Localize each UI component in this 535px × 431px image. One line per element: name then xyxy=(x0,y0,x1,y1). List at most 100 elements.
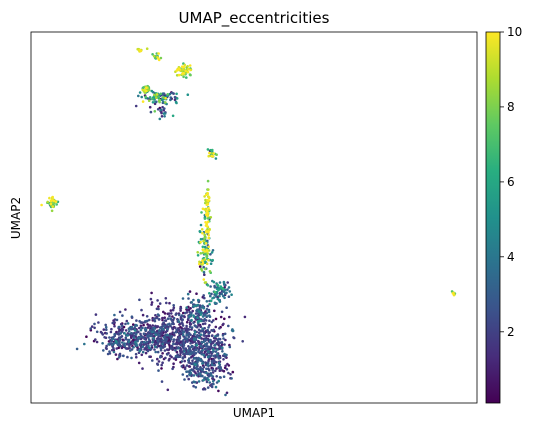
scatter-point xyxy=(186,292,190,296)
scatter-point xyxy=(228,290,232,293)
scatter-point xyxy=(193,356,196,360)
scatter-point xyxy=(201,374,204,378)
scatter-point xyxy=(143,348,146,351)
scatter-point xyxy=(150,89,154,93)
scatter-point xyxy=(180,328,184,332)
scatter-point xyxy=(161,316,164,320)
scatter-point xyxy=(117,336,121,339)
scatter-point xyxy=(156,357,159,361)
scatter-point xyxy=(166,388,170,392)
scatter-point xyxy=(202,278,206,281)
scatter-point xyxy=(110,327,113,331)
scatter-point xyxy=(191,345,194,348)
scatter-point xyxy=(214,317,218,321)
scatter-point xyxy=(224,355,227,359)
scatter-point xyxy=(169,354,172,358)
scatter-point xyxy=(215,153,218,156)
scatter-point xyxy=(153,327,156,330)
scatter-point xyxy=(188,325,192,329)
scatter-point xyxy=(153,102,157,106)
scatter-point xyxy=(176,353,179,357)
scatter-point xyxy=(196,308,199,312)
colorbar-tick-label: 2 xyxy=(507,325,515,339)
scatter-point xyxy=(141,336,145,339)
colorbar-tick-label: 6 xyxy=(507,175,515,189)
scatter-point xyxy=(201,207,205,211)
scatter-point xyxy=(174,326,177,330)
scatter-point xyxy=(214,325,218,329)
scatter-point xyxy=(119,332,122,335)
scatter-point xyxy=(171,347,175,350)
scatter-point xyxy=(181,333,185,337)
scatter-point xyxy=(200,352,203,356)
scatter-point xyxy=(222,322,225,326)
scatter-point xyxy=(203,313,207,317)
scatter-point xyxy=(160,380,164,383)
scatter-point xyxy=(154,314,157,317)
scatter-point xyxy=(208,324,211,327)
scatter-point xyxy=(114,353,118,356)
scatter-point xyxy=(201,315,205,318)
scatter-point xyxy=(221,346,224,350)
scatter-point xyxy=(187,345,190,348)
scatter-point xyxy=(224,338,227,342)
scatter-point xyxy=(133,329,137,332)
scatter-point xyxy=(147,88,151,92)
scatter-point xyxy=(208,227,211,231)
scatter-point xyxy=(151,97,154,101)
scatter-point xyxy=(106,352,110,356)
scatter-point xyxy=(162,310,165,314)
scatter-point xyxy=(152,54,156,58)
scatter-point xyxy=(197,380,201,383)
scatter-point xyxy=(205,380,209,384)
scatter-point xyxy=(183,359,186,363)
scatter-point xyxy=(206,363,210,367)
scatter-point xyxy=(221,369,224,372)
scatter-point xyxy=(189,322,193,326)
scatter-point xyxy=(203,376,207,379)
scatter-point xyxy=(112,347,115,350)
scatter-point xyxy=(183,378,186,381)
scatter-point xyxy=(175,330,178,334)
scatter-point xyxy=(90,325,94,328)
scatter-point xyxy=(211,297,214,300)
scatter-point xyxy=(221,350,224,353)
scatter-point xyxy=(180,365,184,368)
scatter-point xyxy=(213,286,217,289)
scatter-point xyxy=(51,205,54,208)
scatter-point xyxy=(196,319,200,323)
scatter-point xyxy=(194,366,198,369)
scatter-point xyxy=(115,347,118,350)
scatter-point xyxy=(153,319,157,323)
scatter-point xyxy=(206,217,210,220)
scatter-point xyxy=(112,341,116,345)
scatter-point xyxy=(103,336,106,339)
scatter-point xyxy=(163,115,166,118)
scatter-point xyxy=(205,203,209,206)
scatter-point xyxy=(211,329,215,333)
scatter-point xyxy=(157,318,161,321)
scatter-point xyxy=(208,381,212,384)
scatter-point xyxy=(114,340,118,343)
scatter-point xyxy=(93,322,96,326)
scatter-point xyxy=(218,369,222,373)
scatter-point xyxy=(154,350,157,354)
scatter-point xyxy=(203,322,207,325)
scatter-point xyxy=(212,348,215,351)
scatter-point xyxy=(138,347,142,351)
scatter-point xyxy=(116,357,119,361)
scatter-point xyxy=(161,339,164,342)
scatter-point xyxy=(155,52,159,55)
scatter-point xyxy=(130,315,134,319)
scatter-point xyxy=(207,206,210,210)
scatter-point xyxy=(172,331,176,335)
scatter-point xyxy=(172,304,175,307)
scatter-point xyxy=(158,302,162,305)
scatter-point xyxy=(181,324,185,327)
scatter-point xyxy=(206,304,209,308)
scatter-point xyxy=(117,330,121,333)
scatter-point xyxy=(187,331,191,335)
scatter-point xyxy=(203,245,207,249)
scatter-point xyxy=(201,261,205,265)
scatter-point xyxy=(189,337,193,341)
